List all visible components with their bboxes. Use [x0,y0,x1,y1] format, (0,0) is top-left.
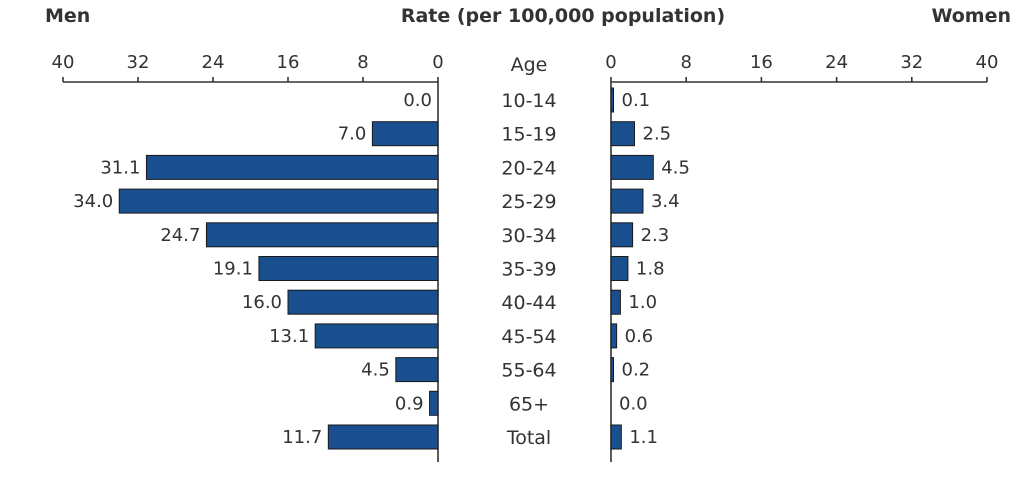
women-bar [610,188,644,214]
men-value-label: 16.0 [242,292,282,313]
men-tick-label: 32 [127,52,150,73]
women-header: Women [931,5,1011,27]
age-category-label: 65+ [509,393,549,415]
age-category-label: 45-54 [501,326,556,348]
age-category-label: Total [506,427,551,449]
women-bar [610,87,614,113]
men-tick-label: 16 [277,52,300,73]
women-value-label: 1.8 [636,259,665,280]
chart-title: Rate (per 100,000 population) [401,5,725,27]
men-header: Men [45,5,90,27]
age-category-label: 30-34 [501,225,556,247]
age-category-label: 15-19 [501,124,556,146]
women-tick-label: 8 [680,52,691,73]
men-bar [314,323,439,349]
men-value-label: 0.0 [403,90,432,111]
women-value-label: 0.6 [625,326,654,347]
women-bar [610,289,621,315]
age-category-label: 55-64 [501,360,556,382]
men-bar [395,357,439,383]
women-value-label: 3.4 [651,191,680,212]
women-tick-label: 40 [976,52,999,73]
men-value-label: 31.1 [100,157,140,178]
women-tick-label: 16 [750,52,773,73]
men-bar [327,424,439,450]
women-bar [610,424,622,450]
men-value-label: 24.7 [160,225,200,246]
women-value-label: 0.0 [619,393,648,414]
men-bar [371,121,439,147]
men-bar [118,188,439,214]
women-bar [610,154,654,180]
women-value-label: 1.1 [629,427,658,448]
men-value-label: 19.1 [213,259,253,280]
women-value-label: 4.5 [661,157,690,178]
women-value-label: 2.5 [643,124,672,145]
men-bar [205,222,439,248]
women-bar [610,256,629,281]
men-tick-label: 0 [432,52,443,73]
women-tick-label: 24 [825,52,848,73]
women-value-label: 0.2 [622,360,651,381]
age-category-label: 25-29 [501,191,556,213]
men-value-label: 4.5 [361,360,390,381]
women-axis: 0 8 16 24 32 40 [605,52,998,462]
age-category-label: 40-44 [501,292,556,314]
men-bar [258,256,439,281]
men-value-label: 11.7 [282,427,322,448]
women-tick-label: 32 [900,52,923,73]
age-header: Age [511,54,548,76]
women-bar [610,222,634,248]
men-value-label: 7.0 [338,124,367,145]
women-bar [610,323,618,349]
men-value-label: 13.1 [269,326,309,347]
women-bar [610,121,635,147]
age-category-label: 20-24 [501,157,556,179]
men-tick-label: 24 [202,52,225,73]
women-value-label: 2.3 [641,225,670,246]
age-category-label: 35-39 [501,259,556,281]
women-value-label: 0.1 [622,90,651,111]
men-bar [429,390,439,416]
men-tick-label: 40 [52,52,75,73]
women-bar [610,357,614,383]
men-value-label: 0.9 [395,393,424,414]
age-category-label: 10-14 [501,90,556,112]
women-tick-label: 0 [605,52,616,73]
men-tick-label: 8 [357,52,368,73]
bars-layer: 0.0 10-14 0.1 7.0 15-19 2.5 31.1 20-24 4.5 34.0 25… [73,87,690,450]
women-value-label: 1.0 [628,292,657,313]
men-value-label: 34.0 [73,191,113,212]
men-bar [287,289,439,315]
men-axis: 0 8 16 24 32 40 [52,52,444,462]
men-bar [145,154,439,180]
